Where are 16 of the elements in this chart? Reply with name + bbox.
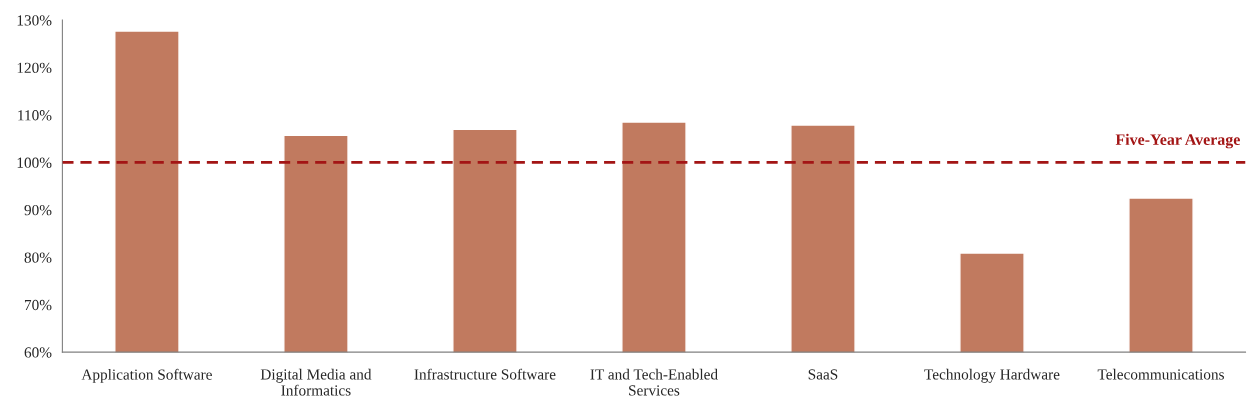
y-tick-label: 120% — [17, 62, 52, 74]
x-tick-label: IT and Tech-Enabled Services — [590, 368, 718, 396]
x-tick-label: Application Software — [81, 368, 212, 383]
y-tick-label: 70% — [24, 299, 52, 311]
x-tick-label: Telecommunications — [1097, 368, 1224, 380]
y-tick-label: 80% — [24, 252, 52, 263]
y-tick-label: 100% — [17, 157, 52, 168]
y-tick-label: 60% — [24, 347, 52, 358]
y-tick-label: 110% — [18, 110, 52, 121]
x-tick-label: Technology Hardware — [924, 368, 1060, 383]
ref-line-label: Five-Year Average — [1115, 133, 1240, 149]
y-tick-label: 130% — [17, 15, 52, 26]
x-tick-label: Infrastructure Software — [414, 368, 556, 380]
y-tick-label: 90% — [24, 204, 52, 216]
x-tick-label: SaaS — [808, 369, 838, 380]
x-tick-label: Digital Media and Informatics — [260, 368, 372, 396]
